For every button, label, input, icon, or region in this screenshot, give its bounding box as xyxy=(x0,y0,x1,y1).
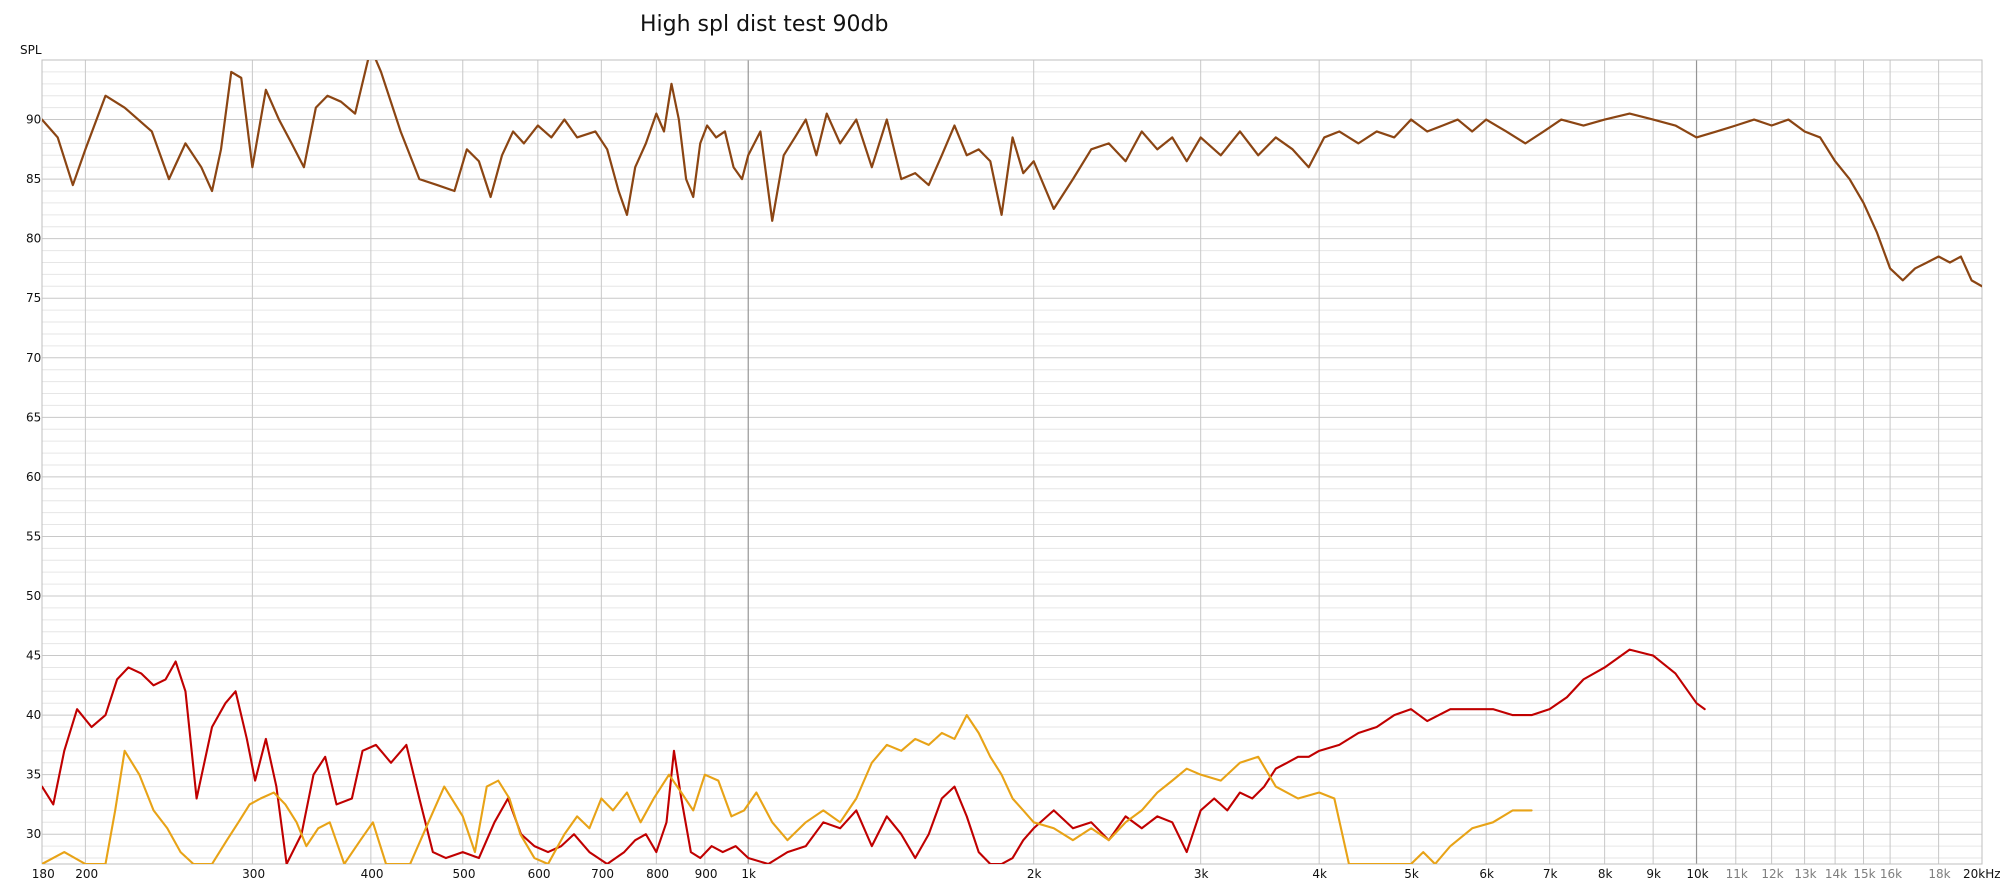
y-tick-labels: 90 85 80 75 70 65 60 55 50 45 40 35 30 xyxy=(26,113,41,842)
x-tick-labels: 180 200 300 400 500 600 700 800 900 1k 2k 3k 4k 5k 6k 7… xyxy=(32,867,2000,881)
y-tick-label: 45 xyxy=(26,649,41,663)
x-tick-label: 12k xyxy=(1761,867,1783,881)
y-tick-label: 85 xyxy=(26,172,41,186)
chart-title: High spl dist test 90db xyxy=(640,12,888,37)
x-tick-label: 7k xyxy=(1543,867,1558,881)
x-tick-label: 500 xyxy=(453,867,476,881)
grid-layer xyxy=(41,59,1983,864)
y-tick-label: 30 xyxy=(26,827,41,841)
x-tick-label: 9k xyxy=(1646,867,1661,881)
x-tick-label: 900 xyxy=(695,867,718,881)
x-tick-label: 5k xyxy=(1404,867,1419,881)
x-tick-label: 1k xyxy=(741,867,756,881)
y-tick-label: 90 xyxy=(26,113,41,127)
y-tick-label: 65 xyxy=(26,410,41,424)
y-tick-label: 35 xyxy=(26,768,41,782)
x-tick-label: 16k xyxy=(1880,867,1902,881)
y-tick-label: 60 xyxy=(26,470,41,484)
x-tick-label: 800 xyxy=(646,867,669,881)
y-tick-label: 55 xyxy=(26,529,41,543)
x-tick-label: 400 xyxy=(361,867,384,881)
y-tick-label: 80 xyxy=(26,232,41,246)
x-tick-label: 8k xyxy=(1598,867,1613,881)
plot-border xyxy=(41,59,1983,865)
x-tick-label: 15k xyxy=(1853,867,1875,881)
x-tick-label: 11k xyxy=(1726,867,1748,881)
x-tick-label: 4k xyxy=(1312,867,1327,881)
y-tick-label: 70 xyxy=(26,351,41,365)
x-tick-label: 300 xyxy=(242,867,265,881)
x-tick-label: 10k xyxy=(1686,867,1708,881)
x-tick-label: 6k xyxy=(1479,867,1494,881)
series-line xyxy=(42,60,1982,288)
x-tick-label: 20kHz xyxy=(1963,867,2000,881)
x-tick-label: 18k xyxy=(1928,867,1950,881)
x-tick-label: 14k xyxy=(1825,867,1847,881)
x-tick-label: 700 xyxy=(591,867,614,881)
x-tick-label: 2k xyxy=(1027,867,1042,881)
y-tick-label: 50 xyxy=(26,589,41,603)
x-tick-label: 200 xyxy=(75,867,98,881)
x-tick-label: 13k xyxy=(1794,867,1816,881)
series-line xyxy=(42,648,1706,864)
y-tick-label: 75 xyxy=(26,291,41,305)
y-tick-label: 40 xyxy=(26,708,41,722)
x-tick-label: 3k xyxy=(1194,867,1209,881)
y-axis-label: SPL xyxy=(20,43,42,57)
x-tick-label: 600 xyxy=(528,867,551,881)
series-line xyxy=(42,714,1533,864)
x-tick-label: 180 xyxy=(32,867,55,881)
series-layer xyxy=(42,60,1982,864)
